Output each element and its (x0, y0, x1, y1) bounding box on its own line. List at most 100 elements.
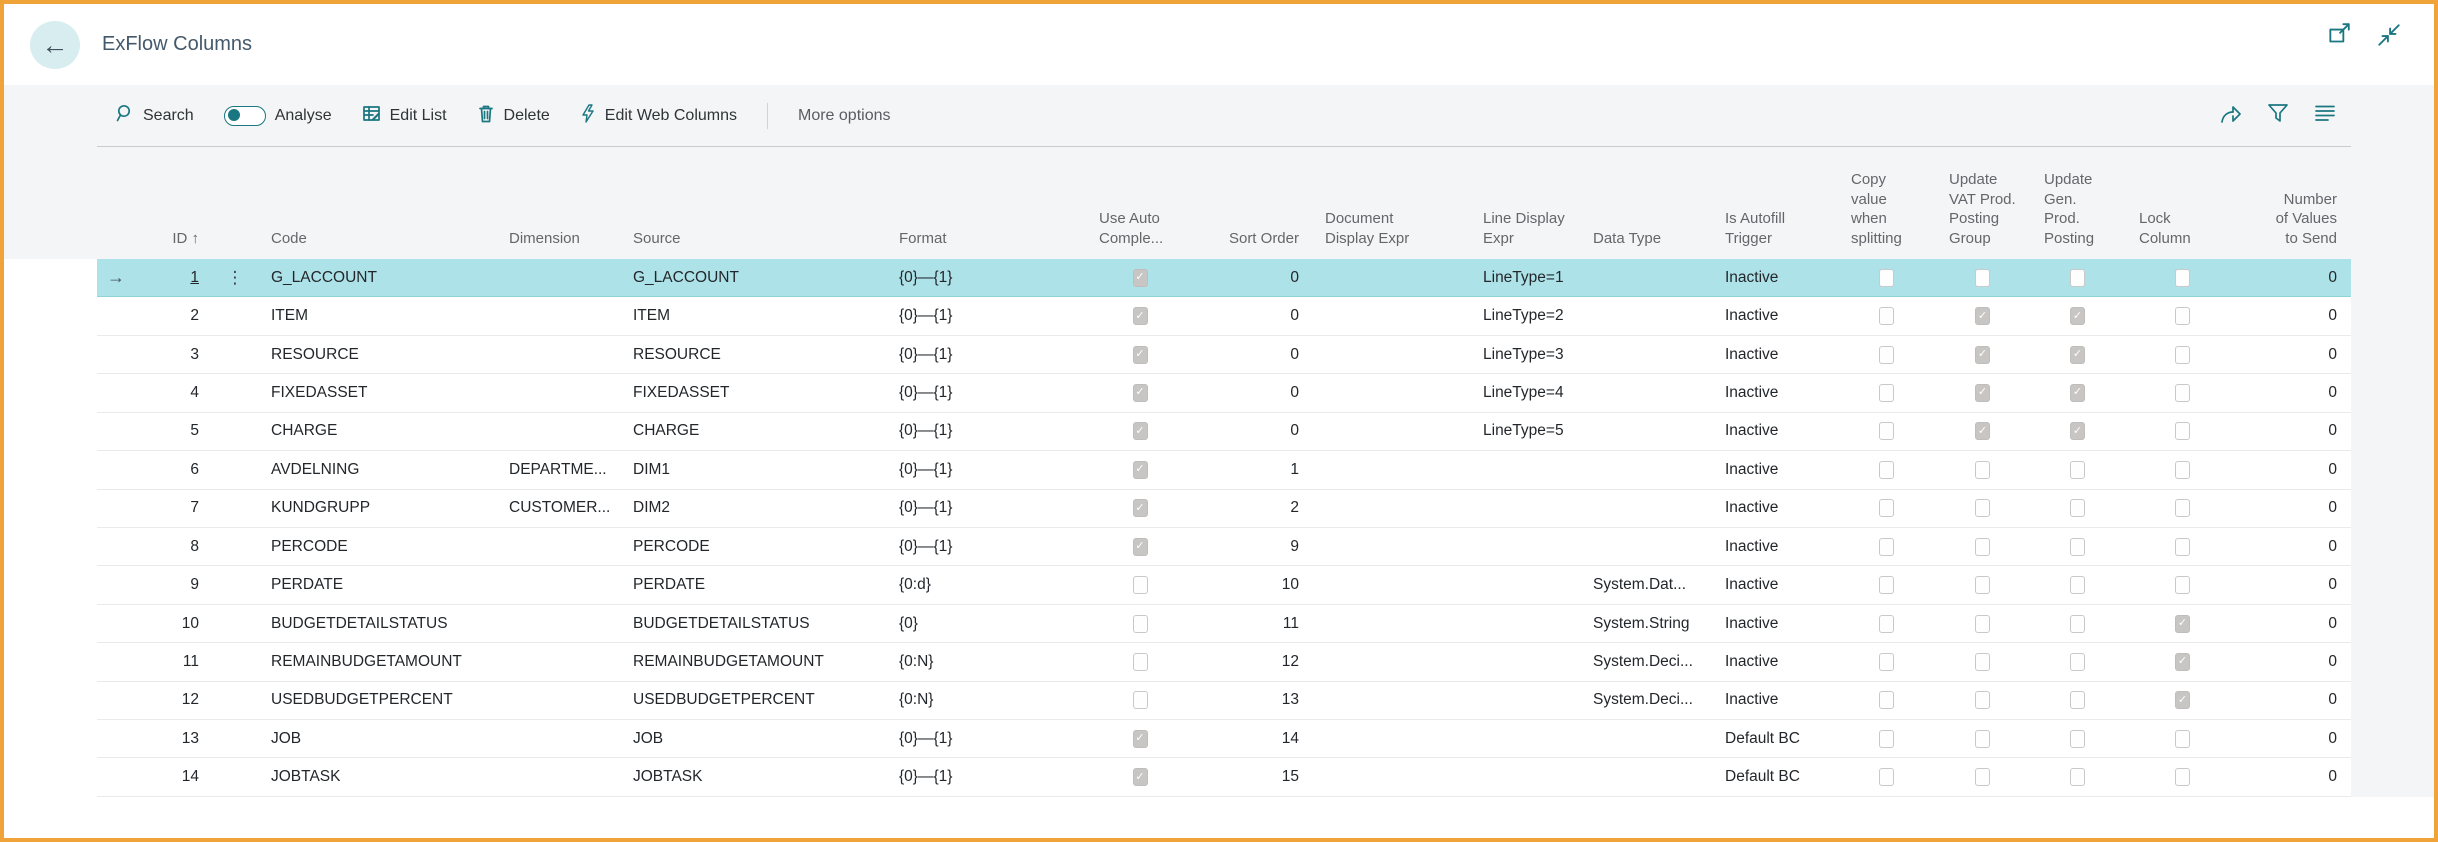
cell-use_auto[interactable]: ✓ (1085, 460, 1195, 479)
cell-format[interactable]: {0}—{1} (899, 499, 953, 517)
cell-lock_column[interactable]: ✓ (2125, 614, 2240, 633)
cell-dimension[interactable]: CUSTOMER... (509, 499, 611, 517)
column-header-data_type[interactable]: Data Type (1593, 230, 1662, 248)
table-row[interactable]: 11 REMAINBUDGETAMOUNT REMAINBUDGETAMOUNT {0… (97, 643, 2351, 682)
cell-update_vat_prod_posting_group[interactable] (1935, 768, 2030, 787)
cell-id[interactable]: 11 (182, 652, 199, 670)
cell-is_autofill_trigger[interactable]: Inactive (1725, 383, 1779, 401)
checkbox-update_vat_prod_posting_group[interactable] (1975, 729, 1990, 748)
analyse-toggle[interactable] (223, 105, 266, 126)
cell-number_of_values_to_send[interactable]: 0 (2328, 307, 2337, 325)
checkbox-update_gen_prod_posting[interactable]: ✓ (2070, 345, 2085, 364)
checkbox-copy_value_when_splitting[interactable] (1878, 691, 1894, 710)
cell-copy_value_when_splitting[interactable] (1837, 499, 1935, 518)
checkbox-update_vat_prod_posting_group[interactable]: ✓ (1975, 307, 1990, 326)
cell-number_of_values_to_send[interactable]: 0 (2328, 422, 2337, 440)
column-header-is_autofill_trigger[interactable]: Is Autofill Trigger (1725, 210, 1786, 248)
table-row[interactable]: 7 KUNDGRUPP CUSTOMER... DIM2 {0}—{1} ✓ 2 Inacti… (97, 489, 2351, 528)
cell-number_of_values_to_send[interactable]: 0 (2328, 537, 2337, 555)
checkbox-use_auto[interactable]: ✓ (1132, 460, 1148, 479)
cell-copy_value_when_splitting[interactable] (1837, 268, 1935, 287)
cell-lock_column[interactable] (2125, 460, 2240, 479)
cell-copy_value_when_splitting[interactable] (1837, 652, 1935, 671)
column-header-sort_order[interactable]: Sort Order (1228, 230, 1299, 248)
checkbox-use_auto[interactable]: ✓ (1132, 383, 1148, 402)
table-row[interactable]: 5 CHARGE CHARGE {0}—{1} ✓ 0 LineType=5 Inactive… (97, 412, 2351, 452)
cell-source[interactable]: DIM2 (633, 499, 671, 517)
cell-format[interactable]: {0}—{1} (899, 460, 953, 478)
checkbox-copy_value_when_splitting[interactable] (1878, 460, 1894, 479)
cell-sort_order[interactable]: 1 (1290, 460, 1299, 478)
cell-copy_value_when_splitting[interactable] (1837, 460, 1935, 479)
cell-sort_order[interactable]: 0 (1290, 268, 1299, 286)
cell-is_autofill_trigger[interactable]: Inactive (1725, 537, 1779, 555)
checkbox-update_vat_prod_posting_group[interactable] (1975, 768, 1990, 787)
cell-source[interactable]: CHARGE (633, 422, 700, 440)
cell-use_auto[interactable] (1085, 652, 1195, 671)
cell-update_gen_prod_posting[interactable]: ✓ (2030, 422, 2125, 441)
checkbox-update_vat_prod_posting_group[interactable] (1975, 652, 1990, 671)
checkbox-update_vat_prod_posting_group[interactable] (1975, 268, 1990, 287)
cell-lock_column[interactable] (2125, 268, 2240, 287)
cell-data_type[interactable]: System.Deci... (1593, 652, 1693, 670)
cell-update_vat_prod_posting_group[interactable] (1935, 729, 2030, 748)
checkbox-use_auto[interactable]: ✓ (1132, 537, 1148, 556)
cell-update_gen_prod_posting[interactable] (2030, 499, 2125, 518)
edit-web-columns-button[interactable]: Edit Web Columns (580, 103, 737, 128)
checkbox-update_gen_prod_posting[interactable] (2070, 768, 2085, 787)
cell-code[interactable]: G_LACCOUNT (271, 268, 377, 286)
cell-copy_value_when_splitting[interactable] (1837, 383, 1935, 402)
cell-code[interactable]: AVDELNING (271, 460, 360, 478)
cell-format[interactable]: {0:N} (899, 691, 934, 709)
cell-copy_value_when_splitting[interactable] (1837, 768, 1935, 787)
cell-source[interactable]: ITEM (633, 307, 671, 325)
column-header-id[interactable]: ID ↑ (172, 230, 199, 248)
cell-lock_column[interactable] (2125, 422, 2240, 441)
cell-update_gen_prod_posting[interactable] (2030, 691, 2125, 710)
checkbox-lock_column[interactable]: ✓ (2175, 652, 2190, 671)
checkbox-copy_value_when_splitting[interactable] (1878, 729, 1894, 748)
cell-data_type[interactable]: System.String (1593, 614, 1690, 632)
cell-lock_column[interactable] (2125, 307, 2240, 326)
cell-is_autofill_trigger[interactable]: Inactive (1725, 614, 1779, 632)
table-row[interactable]: 2 ITEM ITEM {0}—{1} ✓ 0 LineType=2 Inactive ✓ ✓ 0 (97, 297, 2351, 336)
cell-use_auto[interactable]: ✓ (1085, 768, 1195, 787)
cell-update_vat_prod_posting_group[interactable]: ✓ (1935, 345, 2030, 364)
cell-sort_order[interactable]: 14 (1281, 729, 1299, 747)
cell-use_auto[interactable]: ✓ (1085, 307, 1195, 326)
cell-line_display_expr[interactable]: LineType=3 (1483, 345, 1564, 363)
cell-update_gen_prod_posting[interactable]: ✓ (2030, 307, 2125, 326)
column-header-number_of_values_to_send[interactable]: Number of Values to Send (2275, 190, 2337, 248)
table-row[interactable]: 10 BUDGETDETAILSTATUS BUDGETDETAILSTATUS {0… (97, 604, 2351, 644)
column-header-format[interactable]: Format (899, 230, 947, 248)
cell-is_autofill_trigger[interactable]: Inactive (1725, 691, 1779, 709)
cell-update_gen_prod_posting[interactable] (2030, 576, 2125, 595)
cell-id[interactable]: 4 (190, 383, 199, 401)
column-header-dimension[interactable]: Dimension (509, 230, 580, 248)
column-header-copy_value_when_splitting[interactable]: Copy value when splitting (1851, 170, 1902, 248)
cell-is_autofill_trigger[interactable]: Default BC (1725, 768, 1800, 786)
analyse-toggle-group[interactable]: Analyse (223, 105, 332, 126)
checkbox-copy_value_when_splitting[interactable] (1878, 499, 1894, 518)
cell-copy_value_when_splitting[interactable] (1837, 729, 1935, 748)
cell-source[interactable]: RESOURCE (633, 345, 721, 363)
cell-source[interactable]: PERDATE (633, 576, 706, 594)
cell-is_autofill_trigger[interactable]: Inactive (1725, 307, 1779, 325)
collapse-page-icon[interactable] (2376, 22, 2402, 53)
cell-code[interactable]: ITEM (271, 307, 309, 325)
checkbox-use_auto[interactable] (1132, 652, 1148, 671)
cell-update_vat_prod_posting_group[interactable]: ✓ (1935, 383, 2030, 402)
cell-is_autofill_trigger[interactable]: Inactive (1725, 576, 1779, 594)
cell-format[interactable]: {0}—{1} (899, 383, 953, 401)
cell-update_vat_prod_posting_group[interactable] (1935, 614, 2030, 633)
cell-sort_order[interactable]: 13 (1281, 691, 1299, 709)
cell-lock_column[interactable] (2125, 729, 2240, 748)
cell-update_gen_prod_posting[interactable] (2030, 268, 2125, 287)
cell-number_of_values_to_send[interactable]: 0 (2328, 614, 2337, 632)
cell-update_vat_prod_posting_group[interactable] (1935, 460, 2030, 479)
cell-update_gen_prod_posting[interactable] (2030, 460, 2125, 479)
checkbox-lock_column[interactable]: ✓ (2175, 691, 2190, 710)
cell-code[interactable]: PERCODE (271, 537, 348, 555)
table-row[interactable]: 8 PERCODE PERCODE {0}—{1} ✓ 9 Inactive 0 (97, 527, 2351, 567)
checkbox-update_vat_prod_posting_group[interactable] (1975, 499, 1990, 518)
